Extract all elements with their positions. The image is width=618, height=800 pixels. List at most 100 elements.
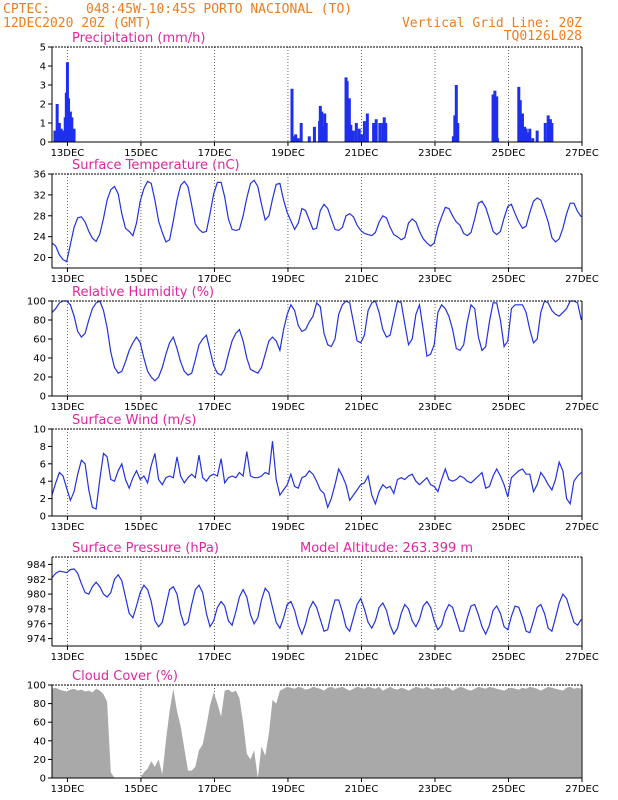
wind-xtick-label: 25DEC: [492, 522, 526, 533]
humidity-ytick-label: 20: [33, 373, 46, 384]
pressure-xtick-label: 13DEC: [51, 652, 85, 663]
wind-ytick-label: 8: [40, 442, 46, 453]
wind-ytick-label: 2: [40, 494, 46, 505]
humidity-ytick-label: 40: [33, 354, 46, 365]
header-run-id: TQ0126L028: [504, 29, 582, 44]
precipitation-xtick-label: 17DEC: [198, 148, 232, 159]
precipitation-bar: [357, 128, 361, 142]
wind-xtick-label: 27DEC: [565, 522, 599, 533]
precipitation-bar: [312, 126, 316, 142]
precipitation-bar: [528, 128, 532, 142]
precipitation-bar: [374, 119, 378, 142]
precipitation-bar: [57, 123, 61, 142]
header-location: 048:45W-10:45S PORTO NACIONAL (TO): [86, 2, 352, 17]
wind-xtick-label: 23DEC: [418, 522, 452, 533]
pressure-plot-area: [52, 557, 582, 646]
precipitation-ytick-label: 2: [40, 100, 46, 111]
pressure-ytick-label: 976: [27, 619, 46, 630]
precipitation-bar: [296, 138, 300, 142]
cloud-cover-ytick-label: 100: [27, 681, 46, 692]
temperature-title: Surface Temperature (nC): [72, 158, 240, 173]
wind-xtick-label: 13DEC: [51, 522, 85, 533]
pressure-ytick-label: 974: [27, 634, 46, 645]
header-source: CPTEC:: [3, 2, 50, 17]
cloud-cover-ytick-label: 80: [33, 699, 46, 710]
precipitation-bar: [543, 123, 547, 142]
precipitation-bar: [67, 98, 71, 142]
cloud-cover-ytick-label: 20: [33, 755, 46, 766]
temperature-ytick-label: 24: [33, 232, 46, 243]
humidity-xtick-label: 13DEC: [51, 402, 85, 413]
precipitation-bar: [531, 138, 535, 142]
precipitation-bar: [495, 138, 499, 142]
wind-ytick-label: 10: [33, 425, 46, 436]
precipitation-bar: [351, 130, 355, 142]
pressure-title: Surface Pressure (hPa): [72, 541, 219, 556]
precipitation-bar: [55, 104, 59, 142]
temperature-ytick-label: 28: [33, 211, 46, 222]
precipitation-bar: [292, 136, 296, 142]
humidity-ytick-label: 80: [33, 316, 46, 327]
wind-plot-area: [52, 429, 582, 516]
precipitation-title: Precipitation (mm/h): [72, 31, 205, 46]
precipitation-bar: [535, 130, 539, 142]
precipitation-xtick-label: 23DEC: [418, 148, 452, 159]
precipitation-bar: [324, 123, 328, 142]
cloud-cover-xtick-label: 25DEC: [492, 784, 526, 795]
precipitation-bar: [59, 128, 63, 142]
temperature-series-line: [51, 179, 582, 263]
header-init-time: 12DEC2020 20Z (GMT): [3, 16, 152, 31]
temperature-xtick-label: 23DEC: [418, 274, 452, 285]
wind-panel: 0 2 4 6 8 10 13DEC 15DEC 17DEC 19DEC 21DEC 23DEC 25D…: [33, 413, 599, 533]
temperature-xtick-label: 25DEC: [492, 274, 526, 285]
temperature-xtick-label: 17DEC: [198, 274, 232, 285]
precipitation-xtick-label: 25DEC: [492, 148, 526, 159]
pressure-ytick-label: 978: [27, 604, 46, 615]
humidity-title: Relative Humidity (%): [72, 285, 214, 300]
precipitation-xtick-label: 19DEC: [271, 148, 305, 159]
precipitation-bar: [550, 123, 554, 142]
precipitation-bar: [378, 123, 382, 142]
wind-xtick-label: 21DEC: [345, 522, 379, 533]
humidity-ytick-label: 60: [33, 335, 46, 346]
pressure-ytick-label: 982: [27, 575, 46, 586]
humidity-xtick-label: 21DEC: [345, 402, 379, 413]
wind-xtick-label: 17DEC: [198, 522, 232, 533]
cloud-cover-area: [52, 686, 582, 778]
pressure-series-line: [51, 568, 582, 636]
humidity-xtick-label: 25DEC: [492, 402, 526, 413]
cloud-cover-xtick-label: 23DEC: [418, 784, 452, 795]
humidity-plot-area: [52, 301, 582, 396]
precipitation-bar: [72, 128, 76, 142]
precipitation-ytick-label: 3: [40, 81, 46, 92]
humidity-xtick-label: 23DEC: [418, 402, 452, 413]
header-grid-line: Vertical Grid Line: 20Z: [402, 16, 582, 31]
wind-xtick-label: 15DEC: [124, 522, 158, 533]
precipitation-bar: [347, 98, 351, 142]
pressure-xtick-label: 19DEC: [271, 652, 305, 663]
humidity-xtick-label: 15DEC: [124, 402, 158, 413]
temperature-panel: 20 24 28 32 36 13DEC 15DEC 17DEC 19DEC 21DEC 23DEC…: [33, 158, 599, 285]
precipitation-panel: 0 1 2 3 4 5 13DEC 15DEC 17DEC 19DEC 21DEC 23DEC 25DE…: [40, 31, 599, 159]
cloud-cover-ytick-label: 60: [33, 718, 46, 729]
pressure-xtick-label: 15DEC: [124, 652, 158, 663]
wind-ytick-label: 6: [40, 459, 46, 470]
pressure-xtick-label: 21DEC: [345, 652, 379, 663]
cloud-cover-xtick-label: 17DEC: [198, 784, 232, 795]
precipitation-bar: [520, 113, 524, 142]
pressure-annotation: Model Altitude: 263.399 m: [300, 541, 473, 556]
panels: 0 1 2 3 4 5 13DEC 15DEC 17DEC 19DEC 21DEC 23DEC 25DE…: [27, 31, 599, 795]
pressure-xtick-label: 23DEC: [418, 652, 452, 663]
precipitation-bar: [354, 123, 358, 142]
precipitation-ytick-label: 0: [40, 138, 46, 149]
cloud-cover-title: Cloud Cover (%): [72, 669, 178, 684]
temperature-xtick-label: 19DEC: [271, 274, 305, 285]
humidity-xtick-label: 27DEC: [565, 402, 599, 413]
humidity-panel: 0 20 40 60 80 100 13DEC 15DEC 17DEC 19DEC 21DEC 23D…: [27, 285, 599, 413]
temperature-xtick-label: 13DEC: [51, 274, 85, 285]
cloud-cover-ytick-label: 0: [40, 774, 46, 785]
precipitation-bar: [299, 123, 303, 142]
cloud-cover-ytick-label: 40: [33, 736, 46, 747]
humidity-series-line: [51, 300, 582, 382]
precipitation-ytick-label: 4: [40, 62, 46, 73]
